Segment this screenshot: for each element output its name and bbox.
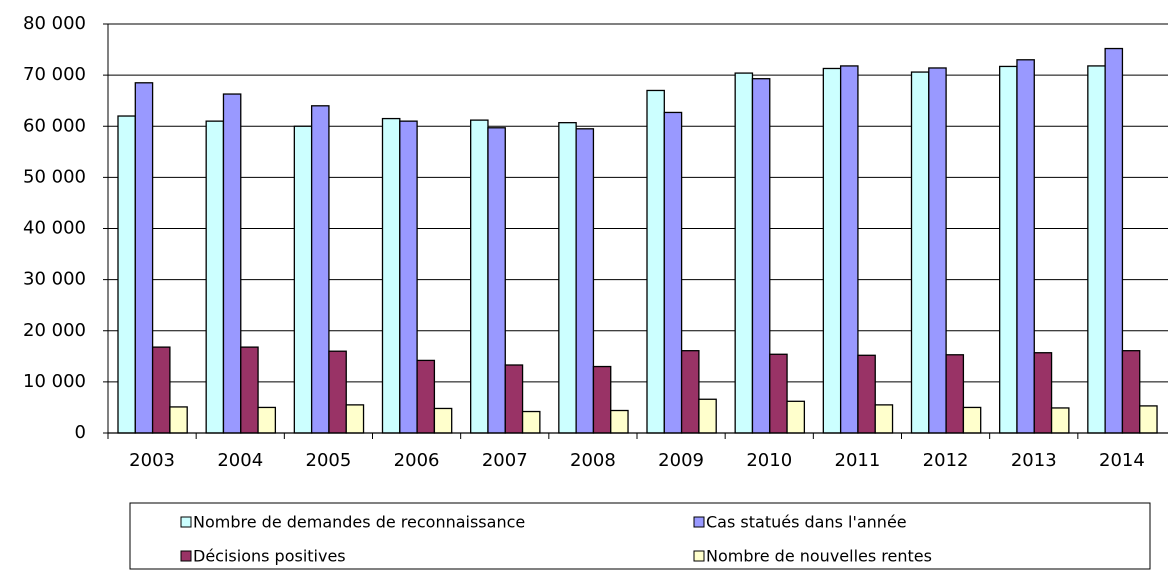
x-tick-label: 2007 (482, 450, 528, 471)
bar (381, 117, 401, 434)
y-tick-label: 30 000 (23, 269, 86, 290)
bar (1139, 405, 1158, 434)
legend-box (129, 502, 1151, 570)
bar (399, 120, 418, 434)
legend-marker (693, 516, 705, 528)
bar (416, 359, 436, 434)
bar (1087, 65, 1106, 434)
bar (169, 406, 188, 434)
legend-label: Nombre de nouvelles rentes (706, 547, 932, 566)
bar (1050, 407, 1070, 434)
legend: Nombre de demandes de reconnaissance Cas … (180, 513, 932, 566)
y-tick-label: 20 000 (23, 320, 86, 341)
y-tick-label: 70 000 (23, 64, 86, 85)
x-tick-label: 2005 (306, 450, 352, 471)
bar (945, 354, 965, 434)
bar (1033, 352, 1053, 434)
legend-marker (693, 550, 705, 562)
bar (1104, 47, 1124, 434)
bar (117, 115, 136, 434)
bar (822, 67, 842, 434)
x-tick-label: 2012 (923, 450, 969, 471)
bar (240, 346, 259, 434)
bar (521, 410, 541, 434)
bar (222, 93, 242, 434)
bar (786, 400, 806, 434)
y-tick-label: 40 000 (23, 218, 86, 239)
x-tick-label: 2004 (217, 450, 263, 471)
y-tick-label: 0 (75, 422, 86, 443)
y-tick-label: 50 000 (23, 166, 86, 187)
bar (328, 350, 347, 434)
bar (962, 406, 982, 434)
bar (910, 71, 930, 434)
bar (575, 128, 595, 434)
bar (310, 105, 330, 434)
bar (769, 353, 788, 434)
bar (874, 404, 894, 434)
legend-label: Nombre de demandes de reconnaissance (193, 513, 525, 532)
bar (487, 127, 506, 434)
legend-marker (180, 516, 192, 528)
bar (504, 364, 524, 434)
bar (257, 406, 277, 434)
bar (592, 365, 612, 434)
bar (558, 122, 577, 434)
bar (470, 119, 489, 434)
x-tick-label: 2009 (658, 450, 704, 471)
bar (751, 78, 771, 434)
bar (999, 65, 1018, 434)
y-tick-label: 10 000 (23, 371, 86, 392)
x-tick-label: 2011 (835, 450, 881, 471)
bar (345, 404, 365, 434)
bar (205, 120, 225, 434)
bar (663, 111, 683, 434)
bar (928, 67, 947, 434)
bar (1121, 350, 1141, 434)
bar (1016, 59, 1035, 434)
y-tick-label: 60 000 (23, 115, 86, 136)
bar (680, 350, 700, 434)
bar (293, 125, 313, 434)
bar (134, 82, 154, 434)
bar (857, 354, 876, 434)
x-tick-label: 2010 (746, 450, 792, 471)
x-tick-label: 2003 (129, 450, 175, 471)
bar (839, 65, 859, 434)
bar (646, 89, 665, 434)
bar (734, 72, 754, 434)
x-tick-label: 2006 (394, 450, 440, 471)
legend-label: Cas statués dans l'année (706, 513, 907, 532)
legend-label: Décisions positives (193, 547, 346, 566)
x-tick-label: 2014 (1099, 450, 1145, 471)
bar (698, 398, 717, 434)
bar (151, 346, 171, 434)
bar (433, 407, 453, 434)
legend-marker (180, 550, 192, 562)
bar (610, 409, 629, 434)
x-tick-label: 2008 (570, 450, 616, 471)
x-tick-label: 2013 (1011, 450, 1057, 471)
y-tick-label: 80 000 (23, 13, 86, 34)
